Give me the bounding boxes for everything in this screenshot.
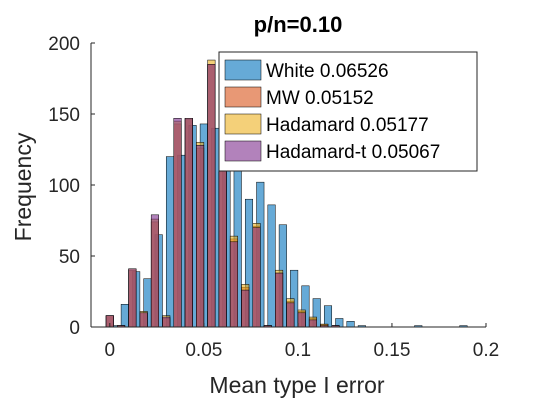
y-tick-label: 150 (48, 105, 80, 126)
axes-layer: 0 0.05 0.1 0.15 0.2 0 50 100 150 200 (48, 34, 499, 361)
legend: White 0.06526 MW 0.05152 Hadamard 0.05177 H… (218, 51, 478, 172)
legend-entry-label: Hadamard-t 0.05067 (266, 142, 440, 163)
bar (173, 118, 182, 328)
x-tick-label: 0.15 (373, 340, 410, 361)
x-tick-label: 0.2 (473, 340, 499, 361)
bar (346, 321, 355, 328)
legend-swatch (224, 86, 262, 108)
bar (286, 302, 295, 328)
bar (128, 268, 137, 328)
legend-entry-label: Hadamard 0.05177 (266, 115, 429, 136)
bar (120, 304, 129, 328)
legend-box (218, 51, 478, 172)
bar (184, 118, 193, 328)
y-tick-label: 0 (69, 318, 80, 339)
legend-swatch (224, 59, 262, 81)
bar (218, 146, 227, 328)
bar (162, 316, 171, 328)
legend-swatch (224, 113, 262, 135)
y-axis-label: Frequency (10, 132, 36, 241)
bar (275, 272, 284, 328)
bar (165, 156, 175, 328)
bar (196, 144, 205, 328)
legend-swatch (224, 140, 262, 162)
x-axis-label: Mean type I error (209, 372, 384, 398)
bar (229, 241, 238, 328)
bar (139, 312, 148, 328)
x-tick-label: 0.1 (285, 340, 311, 361)
y-tick-label: 100 (48, 176, 80, 197)
legend-entry-label: MW 0.05152 (266, 88, 374, 109)
bar (207, 64, 216, 328)
bar (252, 227, 261, 328)
x-tick-label: 0 (105, 340, 116, 361)
bar (150, 214, 159, 328)
legend-entry-label: White 0.06526 (266, 61, 389, 82)
bars-layer (105, 59, 468, 328)
bar (323, 305, 333, 328)
bar (267, 204, 276, 328)
bar (241, 289, 250, 328)
x-tick-label: 0.05 (185, 340, 222, 361)
chart-title: p/n=0.10 (254, 12, 343, 37)
y-tick-label: 50 (59, 247, 80, 268)
bar (308, 319, 317, 328)
bar (297, 312, 306, 328)
y-tick-label: 200 (48, 34, 80, 55)
